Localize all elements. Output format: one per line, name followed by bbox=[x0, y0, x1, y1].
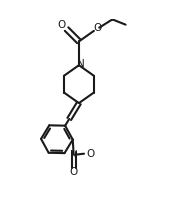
Text: N: N bbox=[70, 150, 78, 160]
Text: O: O bbox=[57, 20, 66, 30]
Text: O: O bbox=[86, 149, 95, 159]
Text: O: O bbox=[93, 23, 101, 33]
Text: N: N bbox=[77, 59, 85, 69]
Text: O: O bbox=[69, 167, 78, 177]
